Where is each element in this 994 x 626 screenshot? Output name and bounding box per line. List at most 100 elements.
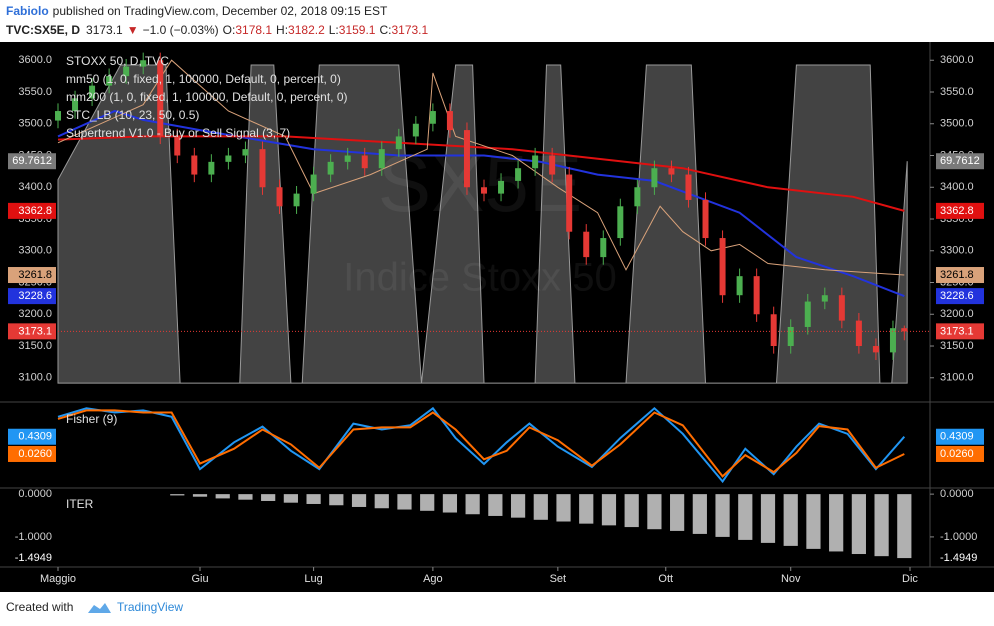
footer-created: Created with <box>6 600 73 614</box>
y-tick-label: 3500.0 <box>18 118 52 130</box>
price-flag-label: -1.4949 <box>15 552 52 564</box>
histogram-bar <box>670 494 685 531</box>
price-flag-label: 0.4309 <box>940 431 974 443</box>
candle-body <box>668 168 675 175</box>
stc-area <box>57 64 908 384</box>
pane-title: Fisher (9) <box>66 412 117 426</box>
y-tick-label: 3150.0 <box>940 340 974 352</box>
candle-body <box>617 206 624 239</box>
price-flag <box>936 267 984 284</box>
candle-body <box>208 161 215 175</box>
histogram-bar <box>647 494 662 530</box>
candle-body <box>361 155 368 169</box>
histogram-bar <box>829 494 844 552</box>
price-flag <box>936 153 984 170</box>
watermark: Indice Stoxx 50 <box>343 256 617 300</box>
price-flag-label: -1.4949 <box>940 552 977 564</box>
price: 3173.1 <box>86 23 123 37</box>
y-tick-label: 3100.0 <box>940 372 974 384</box>
price-flag-label: 3362.8 <box>940 205 974 217</box>
oscillator-line <box>57 406 906 484</box>
price-flag-label: 3173.1 <box>940 325 974 337</box>
candle-body <box>651 168 658 188</box>
symbol: TVC:SX5E, D <box>6 23 80 37</box>
candle-body <box>89 85 96 99</box>
candle-body <box>174 136 181 156</box>
ohlc-value: 3178.1 <box>235 23 272 37</box>
histogram-bar <box>738 494 753 540</box>
histogram-bar <box>465 494 480 515</box>
histogram-bar <box>601 494 617 526</box>
candle-body <box>463 130 470 188</box>
candle-body <box>566 174 573 232</box>
x-tick-label: Ott <box>658 573 673 585</box>
candle-body <box>310 174 317 194</box>
candle-body <box>889 328 896 353</box>
footer-brand[interactable]: TradingView <box>117 600 183 614</box>
y-tick-label: -1.0000 <box>15 531 52 543</box>
x-tick-label: Giu <box>191 573 208 585</box>
candle-body <box>532 155 539 169</box>
price-flag <box>8 267 56 284</box>
pane-title: STOXX 50, D, TVC <box>66 54 169 68</box>
candle-body <box>55 111 61 121</box>
candle-body <box>242 149 249 156</box>
candle-body <box>685 174 692 200</box>
watermark: SX5E <box>378 139 583 228</box>
candle-body <box>600 238 607 258</box>
histogram-bar <box>874 494 889 557</box>
y-tick-label: 3400.0 <box>18 181 52 193</box>
candle-body <box>702 199 709 239</box>
histogram-bar <box>215 494 230 499</box>
candle-body <box>719 238 726 296</box>
price-flag-label: 69.7612 <box>12 155 52 167</box>
price-flag <box>8 550 56 567</box>
author: Fabiolo <box>6 4 49 18</box>
x-tick-label: Lug <box>304 573 322 585</box>
price-flag <box>8 445 56 462</box>
histogram-bar <box>238 494 253 500</box>
ohlc-value: 3173.1 <box>391 23 428 37</box>
candle-body <box>787 326 794 347</box>
price-flag <box>936 550 984 567</box>
ohlc-value: 3159.1 <box>339 23 376 37</box>
histogram-bar <box>442 494 458 513</box>
candle-body <box>225 155 232 162</box>
candle-body <box>106 76 113 86</box>
histogram-bar <box>306 494 321 504</box>
price-flag <box>936 288 984 305</box>
y-tick-label: 3300.0 <box>18 245 52 257</box>
y-tick-label: 3200.0 <box>18 308 52 320</box>
candle-body <box>804 301 811 327</box>
candle-body <box>259 149 266 188</box>
histogram-bar <box>170 494 185 496</box>
x-tick-label: Ago <box>423 573 443 585</box>
candle-body <box>276 187 283 207</box>
y-tick-label: 3550.0 <box>18 86 52 98</box>
candle-body <box>123 66 130 77</box>
histogram-bar <box>851 494 866 555</box>
price-flag-label: 3261.8 <box>18 269 52 281</box>
indicator-line <box>57 135 905 212</box>
candle-body <box>429 111 436 124</box>
y-tick-label: 0.0000 <box>940 488 974 500</box>
histogram-bar <box>510 494 526 518</box>
candle-body <box>157 60 164 137</box>
y-tick-label: 3100.0 <box>18 372 52 384</box>
histogram-bar <box>624 494 639 528</box>
candle-body <box>481 187 487 194</box>
pane-title: ITER <box>66 497 94 511</box>
price-flag <box>8 323 56 340</box>
change-arrow: ▼ <box>127 23 139 37</box>
candle-body <box>634 187 641 207</box>
candle-body <box>753 276 760 315</box>
histogram-bar <box>329 494 344 506</box>
y-tick-label: 3600.0 <box>18 54 52 66</box>
histogram-bar <box>556 494 571 522</box>
price-flag-label: 0.4309 <box>18 431 52 443</box>
x-tick-label: Maggio <box>40 573 76 585</box>
candle-body <box>344 155 351 162</box>
y-tick-label: 3500.0 <box>940 118 974 130</box>
